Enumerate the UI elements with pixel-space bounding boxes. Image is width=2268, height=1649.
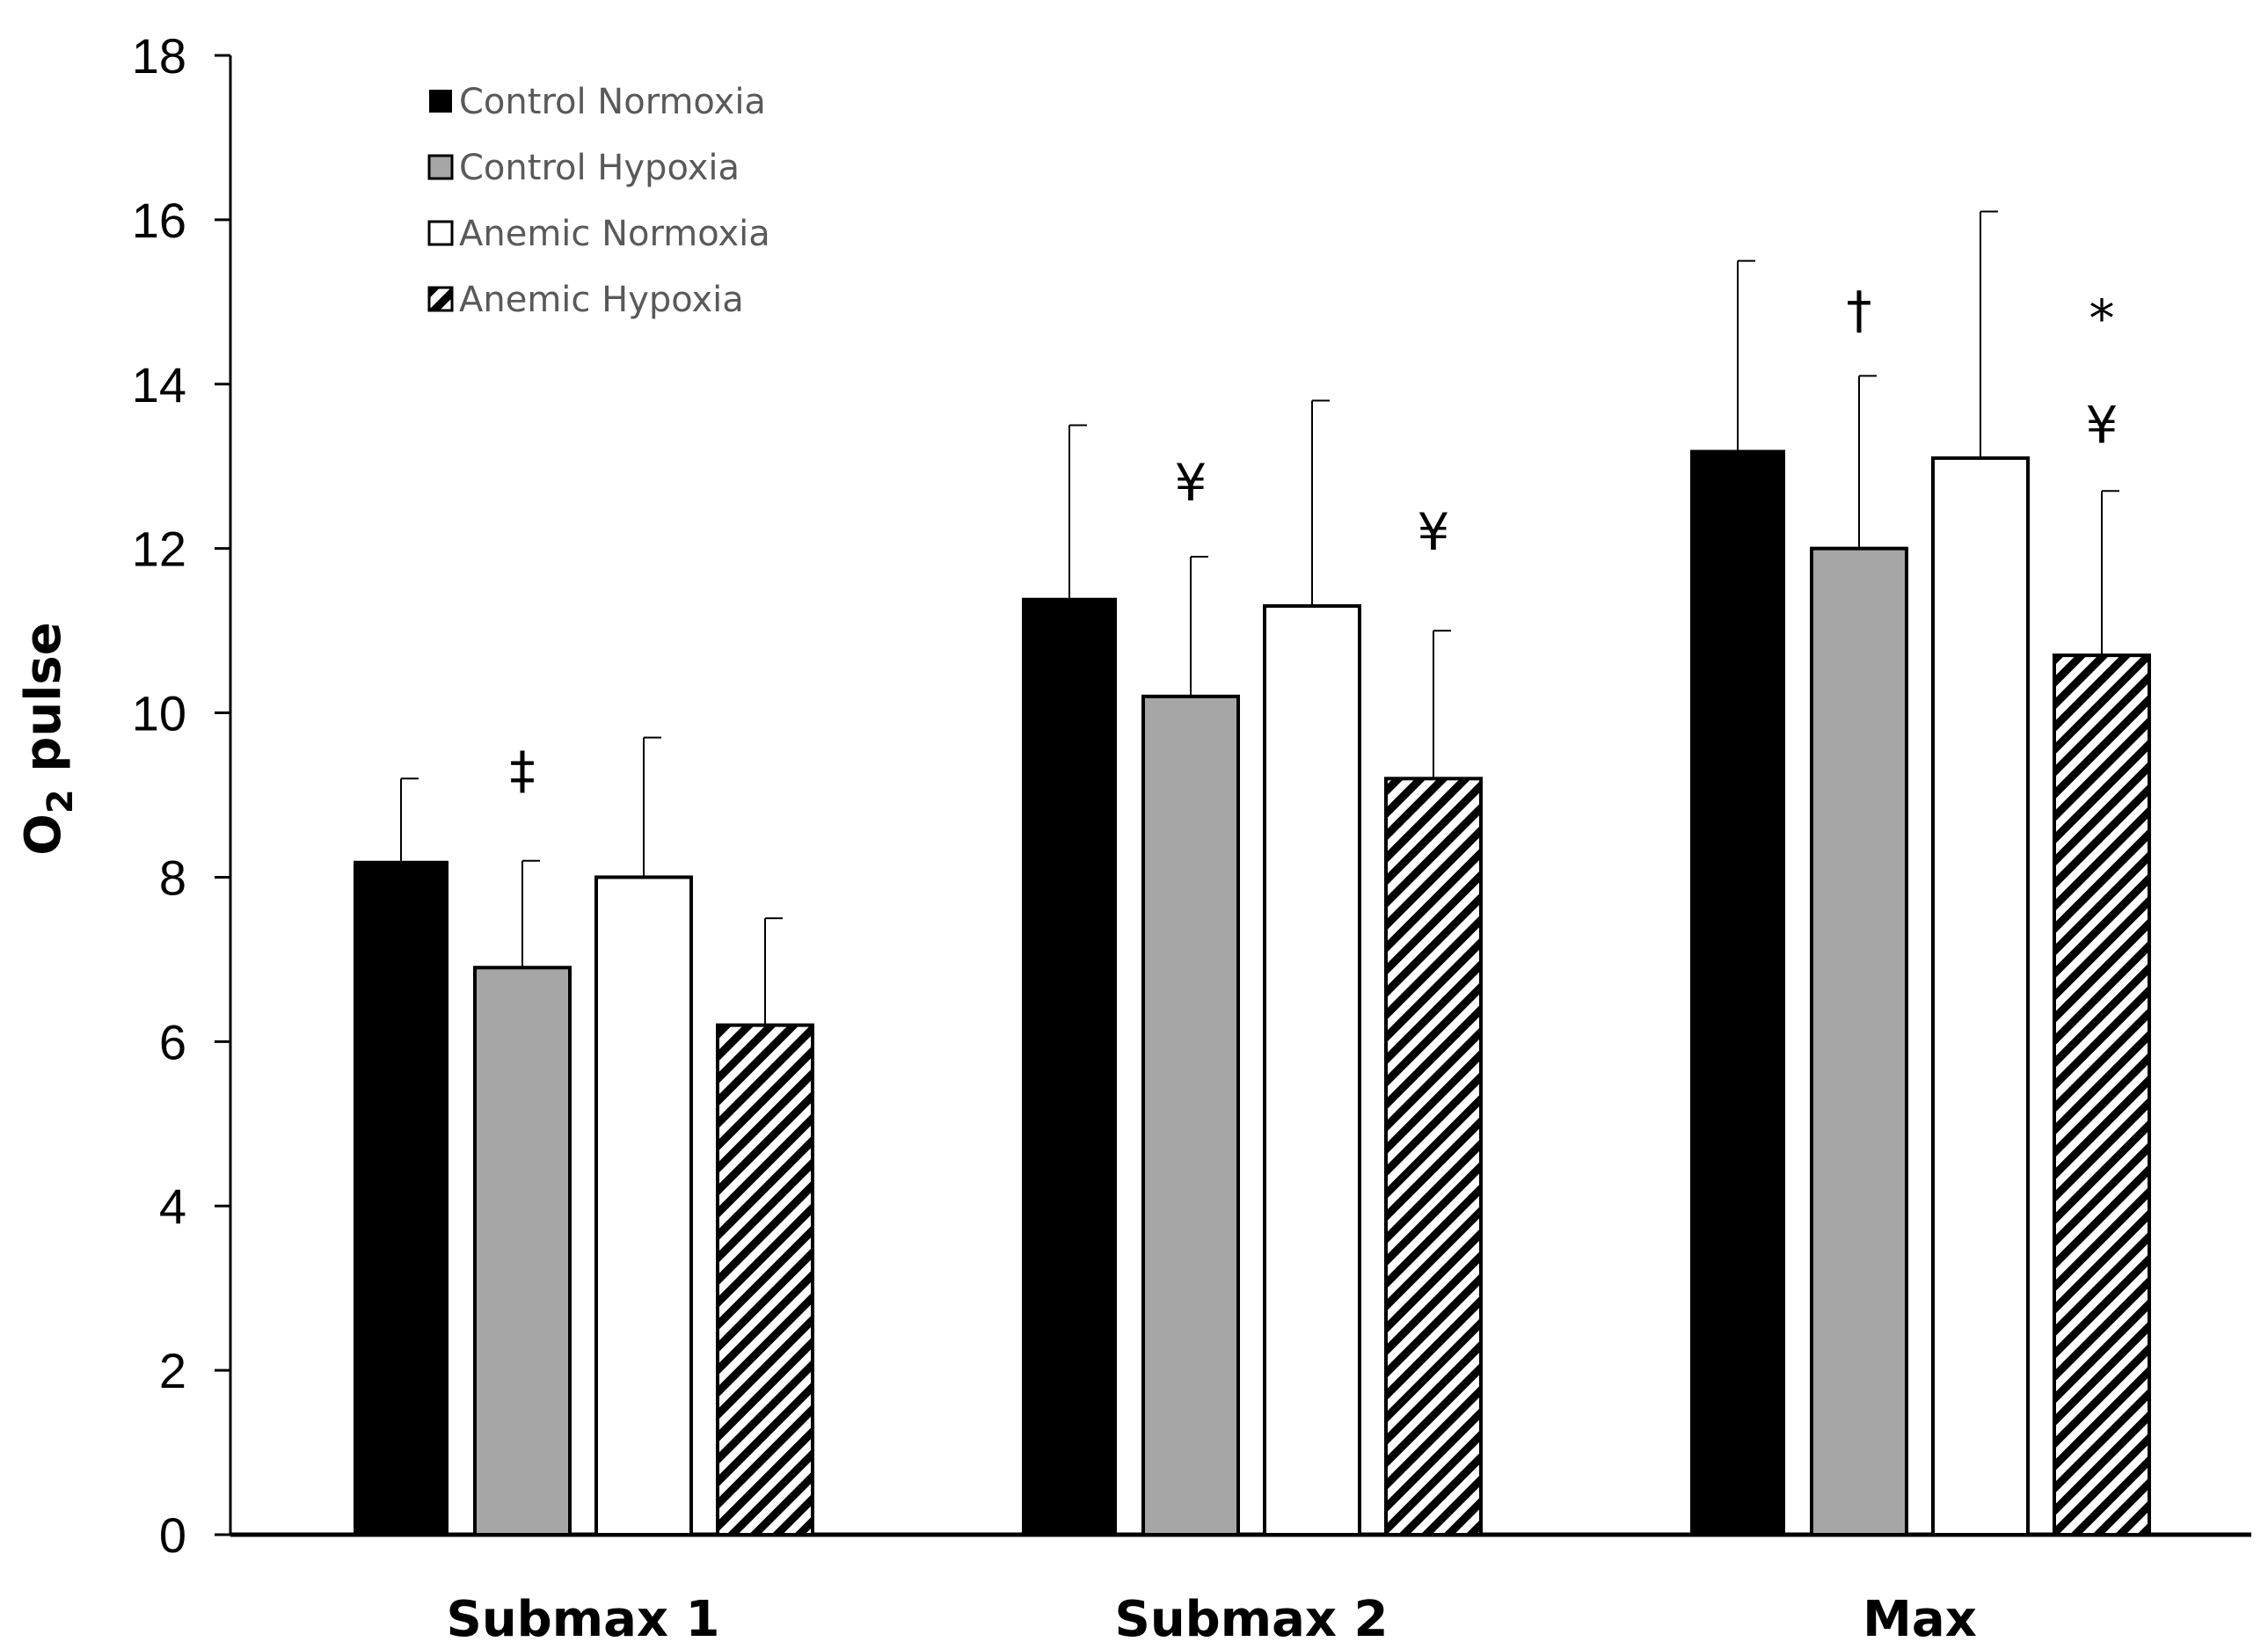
legend-label: Control Hypoxia (459, 148, 740, 188)
significance-marker: † (1847, 281, 1872, 340)
significance-marker: ¥ (1418, 502, 1450, 562)
legend-swatch (427, 154, 454, 180)
y-axis-label: O2 pulse (15, 622, 81, 855)
bars (354, 449, 2151, 1537)
bar-control-normoxia (1690, 449, 1785, 1535)
significance-marker: * (2089, 288, 2115, 348)
bar-control-hypoxia (473, 966, 572, 1536)
y-tick-label: 8 (159, 850, 186, 905)
x-category-label: Max (1863, 1591, 1977, 1648)
bar-anemic-hypoxia (716, 1023, 814, 1536)
x-category-label: Submax 2 (1114, 1591, 1388, 1648)
significance-marker: ¥ (1175, 453, 1207, 513)
legend-swatch (429, 90, 452, 113)
annotations: ‡ ¥ ¥ † * ¥ (510, 281, 2119, 800)
bar-control-normoxia (354, 860, 448, 1535)
legend-label: Anemic Hypoxia (459, 280, 744, 320)
bar-anemic-normoxia (594, 875, 693, 1536)
axes: 0 2 4 6 8 10 12 14 16 18 Submax 1 Submax 2 Max (132, 28, 2251, 1648)
legend-label: Anemic Normoxia (459, 214, 770, 254)
bar-anemic-normoxia (1931, 456, 2030, 1536)
significance-marker: ‡ (510, 741, 536, 800)
y-tick-label: 12 (132, 522, 186, 577)
x-category-label: Submax 1 (446, 1591, 719, 1648)
y-tick-label: 0 (159, 1507, 186, 1563)
y-tick-label: 18 (132, 28, 186, 84)
legend-label: Control Normoxia (459, 82, 766, 122)
bar-anemic-hypoxia (1384, 777, 1483, 1536)
y-tick-label: 6 (159, 1014, 186, 1069)
significance-marker: ¥ (2086, 396, 2119, 456)
bar-anemic-hypoxia (2053, 653, 2151, 1536)
legend-swatch (427, 286, 454, 312)
error-bars (400, 210, 2119, 1025)
legend-swatch (427, 220, 454, 246)
y-tick-label: 2 (159, 1343, 186, 1398)
legend: Control Normoxia Control Hypoxia Anemic No… (427, 82, 770, 320)
bar-control-normoxia (1022, 597, 1117, 1535)
y-tick-label: 10 (132, 686, 186, 741)
y-tick-label: 14 (132, 357, 186, 412)
y-tick-label: 16 (132, 193, 186, 248)
bar-control-hypoxia (1810, 546, 1908, 1537)
bar-control-hypoxia (1141, 694, 1240, 1536)
bar-anemic-normoxia (1263, 604, 1361, 1536)
y-tick-label: 4 (159, 1178, 186, 1234)
